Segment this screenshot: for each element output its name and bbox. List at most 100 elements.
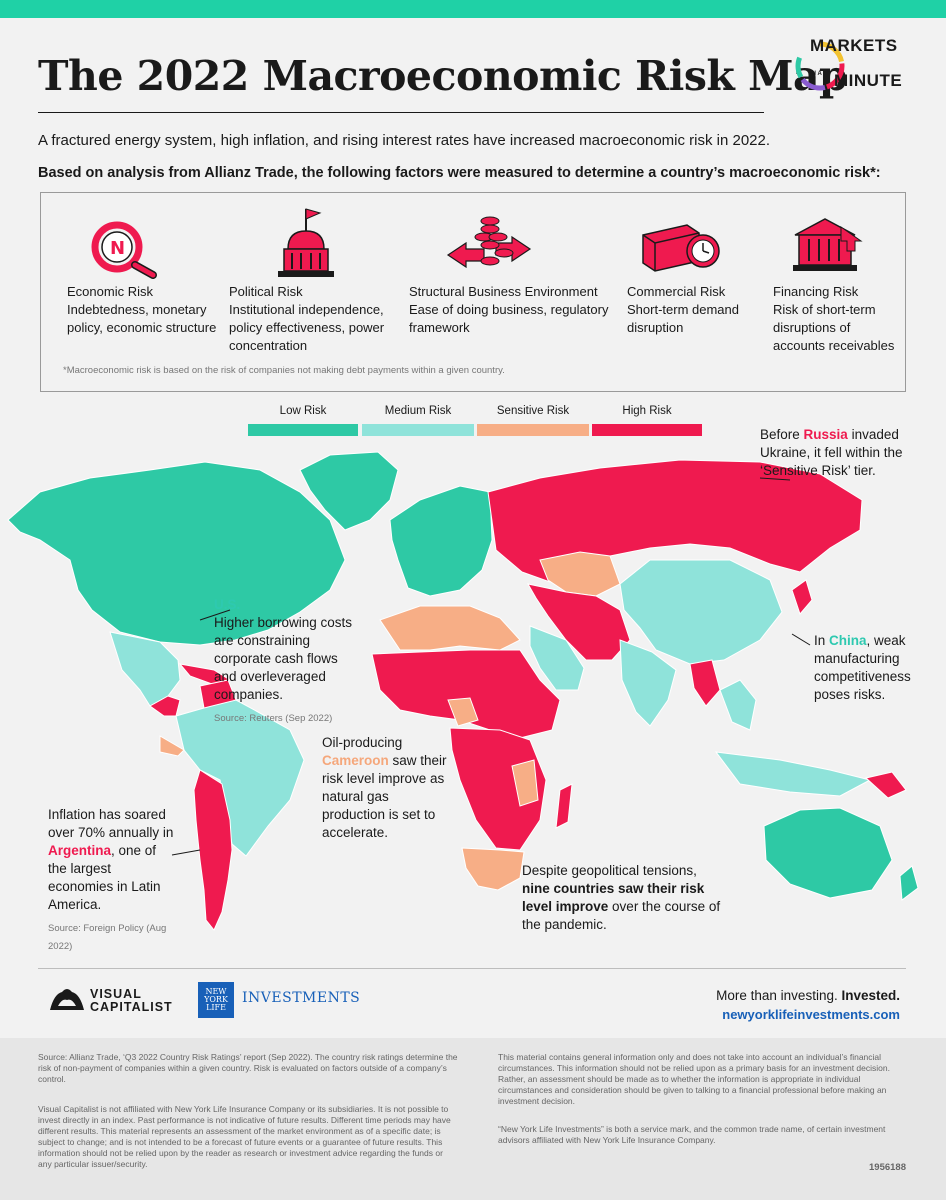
- country-cameroon: Cameroon: [322, 753, 389, 768]
- region-papua: [864, 771, 907, 799]
- annotation-china: In China, weak manufacturing competitive…: [814, 632, 924, 704]
- legend-label: Low Risk: [279, 405, 327, 417]
- annot-text: Before: [760, 427, 804, 442]
- factor-name: Structural Business Environment: [409, 284, 598, 299]
- region-myanmar: [689, 659, 721, 707]
- annot-text: Despite geopolitical tensions,: [522, 863, 697, 878]
- footer-divider: [38, 968, 906, 969]
- title-divider: [38, 112, 764, 113]
- document-code: 1956188: [869, 1162, 906, 1173]
- legend-label: Medium Risk: [384, 405, 452, 417]
- bank-arrow-icon: [793, 218, 863, 271]
- annot-source: Source: Foreign Policy (Aug 2022): [48, 923, 167, 952]
- subtitle: A fractured energy system, high inflatio…: [38, 132, 771, 149]
- disclaimer-vc-note: Visual Capitalist is not affiliated with…: [38, 1104, 451, 1169]
- legend-swatch-low: [248, 424, 358, 436]
- factor-commercial-risk: Commercial Risk Short-term demand disrup…: [627, 283, 757, 337]
- factor-description: Ease of doing business, regulatory frame…: [409, 302, 609, 335]
- new-york-life-logo: NEW YORK LIFE: [198, 982, 234, 1018]
- region-new-zealand: [899, 865, 919, 901]
- factor-description: Institutional independence, policy effec…: [229, 302, 385, 353]
- region-north-africa-sensitive: [379, 605, 521, 651]
- website-link[interactable]: newyorklifeinvestments.com: [722, 1007, 900, 1022]
- annot-text: invaded Ukraine, it fell within the ‘Sen…: [760, 427, 903, 478]
- region-middle-east-high: [527, 583, 631, 661]
- page-title: The 2022 Macroeconomic Risk Map: [38, 52, 848, 100]
- logo-in-a: IN A: [810, 71, 822, 77]
- region-central-africa: [449, 727, 547, 851]
- annot-text: Inflation has soared over 70% annually i…: [48, 807, 174, 840]
- region-greenland: [299, 451, 399, 531]
- region-europe: [389, 485, 493, 597]
- region-japan: [791, 579, 813, 615]
- legend-low-risk: Low Risk: [248, 405, 358, 436]
- factor-description: Indebtedness, monetary policy, economic …: [67, 302, 217, 335]
- annotation-russia: Before Russia invaded Ukraine, it fell w…: [760, 426, 920, 480]
- factors-intro: Based on analysis from Allianz Trade, th…: [38, 165, 881, 181]
- region-brazil: [175, 699, 305, 857]
- region-china: [619, 559, 783, 665]
- legend-swatch-medium: [362, 424, 474, 436]
- factor-description: Risk of short-term disruptions of accoun…: [773, 302, 895, 353]
- legend-sensitive-risk: Sensitive Risk: [477, 405, 589, 436]
- annot-text: , weak manufacturing competitiveness pos…: [814, 633, 911, 702]
- region-central-america: [149, 695, 181, 717]
- disclaimer-general: This material contains general informati…: [498, 1052, 890, 1106]
- annot-text: Higher borrowing costs are constraining …: [214, 615, 353, 702]
- legend-swatch-sensitive: [477, 424, 589, 436]
- annotation-us: U.S. Higher borrowing costs are constrai…: [214, 596, 364, 728]
- country-argentina: Argentina: [48, 843, 112, 858]
- region-argentina: [193, 769, 233, 931]
- annot-text: In: [814, 633, 830, 648]
- region-colombia: [159, 735, 185, 757]
- region-east-africa: [511, 759, 539, 807]
- tagline-bold: Invested.: [841, 988, 900, 1003]
- vc-wordmark: VISUAL CAPITALIST: [90, 987, 173, 1014]
- vc-mountain-icon: [50, 989, 84, 1010]
- inflation-magnifier-icon: N: [91, 221, 157, 279]
- factor-description: Short-term demand disruption: [627, 302, 739, 335]
- svg-text:N: N: [110, 238, 125, 259]
- annot-text: , one of the largest economies in Latin …: [48, 843, 161, 912]
- country-russia: Russia: [803, 427, 848, 442]
- tagline: More than investing. Invested.: [716, 988, 900, 1003]
- legend-label: High Risk: [622, 405, 672, 417]
- top-accent-bar: [0, 0, 946, 18]
- region-south-africa: [461, 847, 525, 891]
- coins-arrows-icon: [446, 216, 532, 269]
- tagline-text: More than investing.: [716, 988, 842, 1003]
- region-arabia: [529, 625, 585, 691]
- factor-name: Political Risk: [229, 284, 303, 299]
- annot-bold: nine countries saw their risk level impr…: [522, 881, 705, 914]
- annot-source: Source: Reuters (Sep 2022): [214, 713, 333, 724]
- investments-wordmark: INVESTMENTS: [242, 990, 361, 1006]
- visual-capitalist-logo: VISUAL CAPITALIST: [48, 984, 172, 1019]
- country-us: U.S.: [214, 597, 241, 612]
- disclaimer-source: Source: Allianz Trade, ‘Q3 2022 Country …: [38, 1052, 458, 1084]
- annotation-pandemic: Despite geopolitical tensions, nine coun…: [522, 862, 722, 934]
- disclaimer-section: Source: Allianz Trade, ‘Q3 2022 Country …: [0, 1038, 946, 1200]
- region-se-asia: [719, 679, 757, 731]
- capitol-flag-icon: [278, 208, 334, 277]
- region-india: [619, 639, 677, 727]
- factor-name: Financing Risk: [773, 284, 859, 299]
- region-cameroon: [447, 697, 479, 727]
- factor-name: Economic Risk: [67, 284, 153, 299]
- legend-label: Sensitive Risk: [496, 405, 570, 417]
- region-indonesia: [714, 751, 872, 797]
- factor-name: Commercial Risk: [627, 284, 726, 299]
- logo-ring-icon: [795, 41, 845, 91]
- legend-swatch-high: [592, 424, 702, 436]
- disclaimer-trademark: “New York Life Investments” is both a se…: [498, 1124, 886, 1145]
- region-kazakhstan: [539, 551, 621, 597]
- factor-political-risk: Political Risk Institutional independenc…: [229, 283, 399, 355]
- annotation-cameroon: Oil-producing Cameroon saw their risk le…: [322, 734, 452, 842]
- logo-minute: MINUTE: [834, 71, 903, 90]
- region-canada-usa: [7, 461, 346, 646]
- factors-box: N Economic Risk Indebtedness, monetary p…: [40, 192, 906, 392]
- factor-economic-risk: Economic Risk Indebtedness, monetary pol…: [67, 283, 237, 337]
- region-sahel-high: [371, 649, 561, 739]
- legend-high-risk: High Risk: [592, 405, 702, 436]
- region-australia: [763, 807, 893, 899]
- truck-clock-icon: [642, 224, 720, 272]
